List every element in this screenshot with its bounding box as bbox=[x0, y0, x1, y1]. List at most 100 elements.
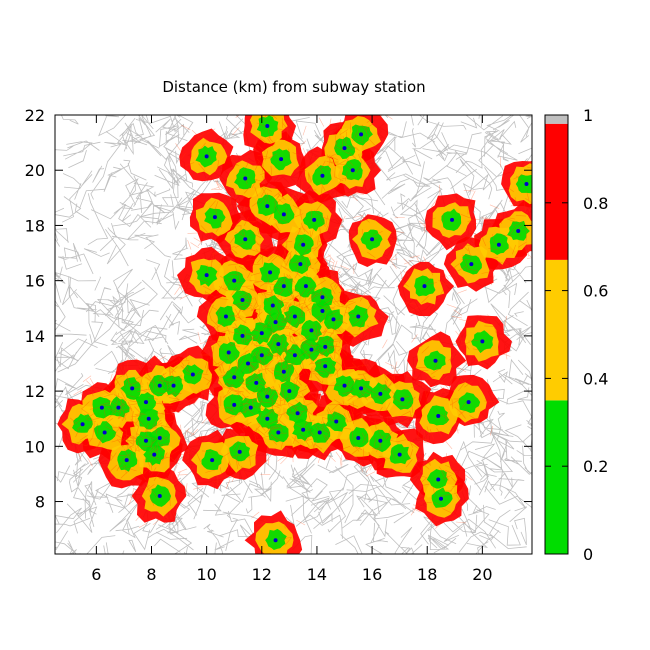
x-tick-label: 12 bbox=[252, 565, 272, 584]
y-tick-label: 16 bbox=[25, 272, 45, 291]
station-marker bbox=[359, 386, 364, 391]
station-marker bbox=[323, 364, 328, 369]
station-marker bbox=[273, 538, 278, 543]
station-marker bbox=[80, 422, 85, 427]
x-tick-label: 8 bbox=[146, 565, 156, 584]
station-marker bbox=[240, 297, 245, 302]
station-marker bbox=[210, 458, 215, 463]
station-marker bbox=[433, 358, 438, 363]
station-marker bbox=[359, 132, 364, 137]
station-marker bbox=[265, 394, 270, 399]
x-tick-label: 6 bbox=[91, 565, 101, 584]
coverage-blob-85-2 bbox=[515, 174, 532, 194]
station-marker bbox=[356, 314, 361, 319]
station-marker bbox=[152, 452, 157, 457]
station-marker bbox=[295, 411, 300, 416]
y-tick-label: 12 bbox=[25, 382, 45, 401]
station-marker bbox=[248, 405, 253, 410]
station-marker bbox=[276, 430, 281, 435]
colorbar-band bbox=[545, 400, 568, 554]
station-marker bbox=[350, 168, 355, 173]
station-marker bbox=[320, 309, 325, 314]
station-marker bbox=[422, 284, 427, 289]
station-marker bbox=[281, 369, 286, 374]
station-marker bbox=[259, 331, 264, 336]
station-marker bbox=[237, 449, 242, 454]
station-marker bbox=[334, 419, 339, 424]
station-marker bbox=[281, 212, 286, 217]
station-marker bbox=[309, 347, 314, 352]
station-marker bbox=[157, 494, 162, 499]
station-marker bbox=[292, 314, 297, 319]
station-marker bbox=[312, 217, 317, 222]
station-marker bbox=[301, 427, 306, 432]
y-tick-label: 10 bbox=[25, 437, 45, 456]
colorbar-band bbox=[545, 115, 568, 124]
colorbar-tick-label: 1 bbox=[583, 106, 593, 125]
y-tick-label: 14 bbox=[25, 327, 45, 346]
station-marker bbox=[204, 273, 209, 278]
station-marker bbox=[268, 270, 273, 275]
x-tick-label: 18 bbox=[417, 565, 437, 584]
station-marker bbox=[171, 383, 176, 388]
station-marker bbox=[292, 353, 297, 358]
station-marker bbox=[190, 372, 195, 377]
station-marker bbox=[301, 242, 306, 247]
station-marker bbox=[99, 405, 104, 410]
station-marker bbox=[246, 361, 251, 366]
plot-frame bbox=[54, 114, 533, 555]
colorbar-band bbox=[545, 123, 568, 260]
station-marker bbox=[265, 204, 270, 209]
station-marker bbox=[450, 217, 455, 222]
station-marker bbox=[232, 402, 237, 407]
station-marker bbox=[516, 228, 521, 233]
station-marker bbox=[298, 262, 303, 267]
station-marker bbox=[204, 154, 209, 159]
y-axis: 8 10 12 14 16 18 20 22 bbox=[25, 106, 532, 512]
station-marker bbox=[439, 496, 444, 501]
station-marker bbox=[281, 284, 286, 289]
x-tick-label: 10 bbox=[196, 565, 216, 584]
colorbar-frame bbox=[544, 114, 569, 555]
station-marker bbox=[356, 436, 361, 441]
station-marker bbox=[232, 278, 237, 283]
station-marker bbox=[436, 413, 441, 418]
station-marker bbox=[480, 339, 485, 344]
station-marker bbox=[243, 176, 248, 181]
station-marker bbox=[496, 242, 501, 247]
station-marker bbox=[124, 458, 129, 463]
station-marker bbox=[240, 333, 245, 338]
station-marker bbox=[400, 397, 405, 402]
colorbar-tick-label: 0.4 bbox=[583, 369, 608, 388]
colorbar-tick-label: 0.8 bbox=[583, 194, 608, 213]
station-marker bbox=[320, 295, 325, 300]
station-marker bbox=[212, 215, 217, 220]
station-marker bbox=[265, 124, 270, 129]
station-marker bbox=[309, 328, 314, 333]
station-marker bbox=[466, 400, 471, 405]
y-tick-label: 20 bbox=[25, 161, 45, 180]
station-marker bbox=[287, 389, 292, 394]
colorbar-band bbox=[545, 259, 568, 401]
station-marker bbox=[226, 350, 231, 355]
y-tick-label: 18 bbox=[25, 216, 45, 235]
station-marker bbox=[524, 182, 529, 187]
station-marker bbox=[469, 262, 474, 267]
station-marker bbox=[130, 386, 135, 391]
station-marker bbox=[259, 353, 264, 358]
station-marker bbox=[397, 452, 402, 457]
station-marker bbox=[102, 430, 107, 435]
station-marker bbox=[303, 284, 308, 289]
station-marker bbox=[116, 405, 121, 410]
colorbar-tick-label: 0 bbox=[583, 545, 593, 564]
station-marker bbox=[436, 477, 441, 482]
station-marker bbox=[279, 157, 284, 162]
station-marker bbox=[276, 342, 281, 347]
colorbar-tick-label: 0.2 bbox=[583, 457, 608, 476]
y-tick-label: 22 bbox=[25, 106, 45, 125]
station-marker bbox=[342, 146, 347, 151]
station-markers bbox=[80, 124, 529, 543]
station-marker bbox=[342, 383, 347, 388]
station-marker bbox=[243, 237, 248, 242]
station-marker bbox=[378, 438, 383, 443]
